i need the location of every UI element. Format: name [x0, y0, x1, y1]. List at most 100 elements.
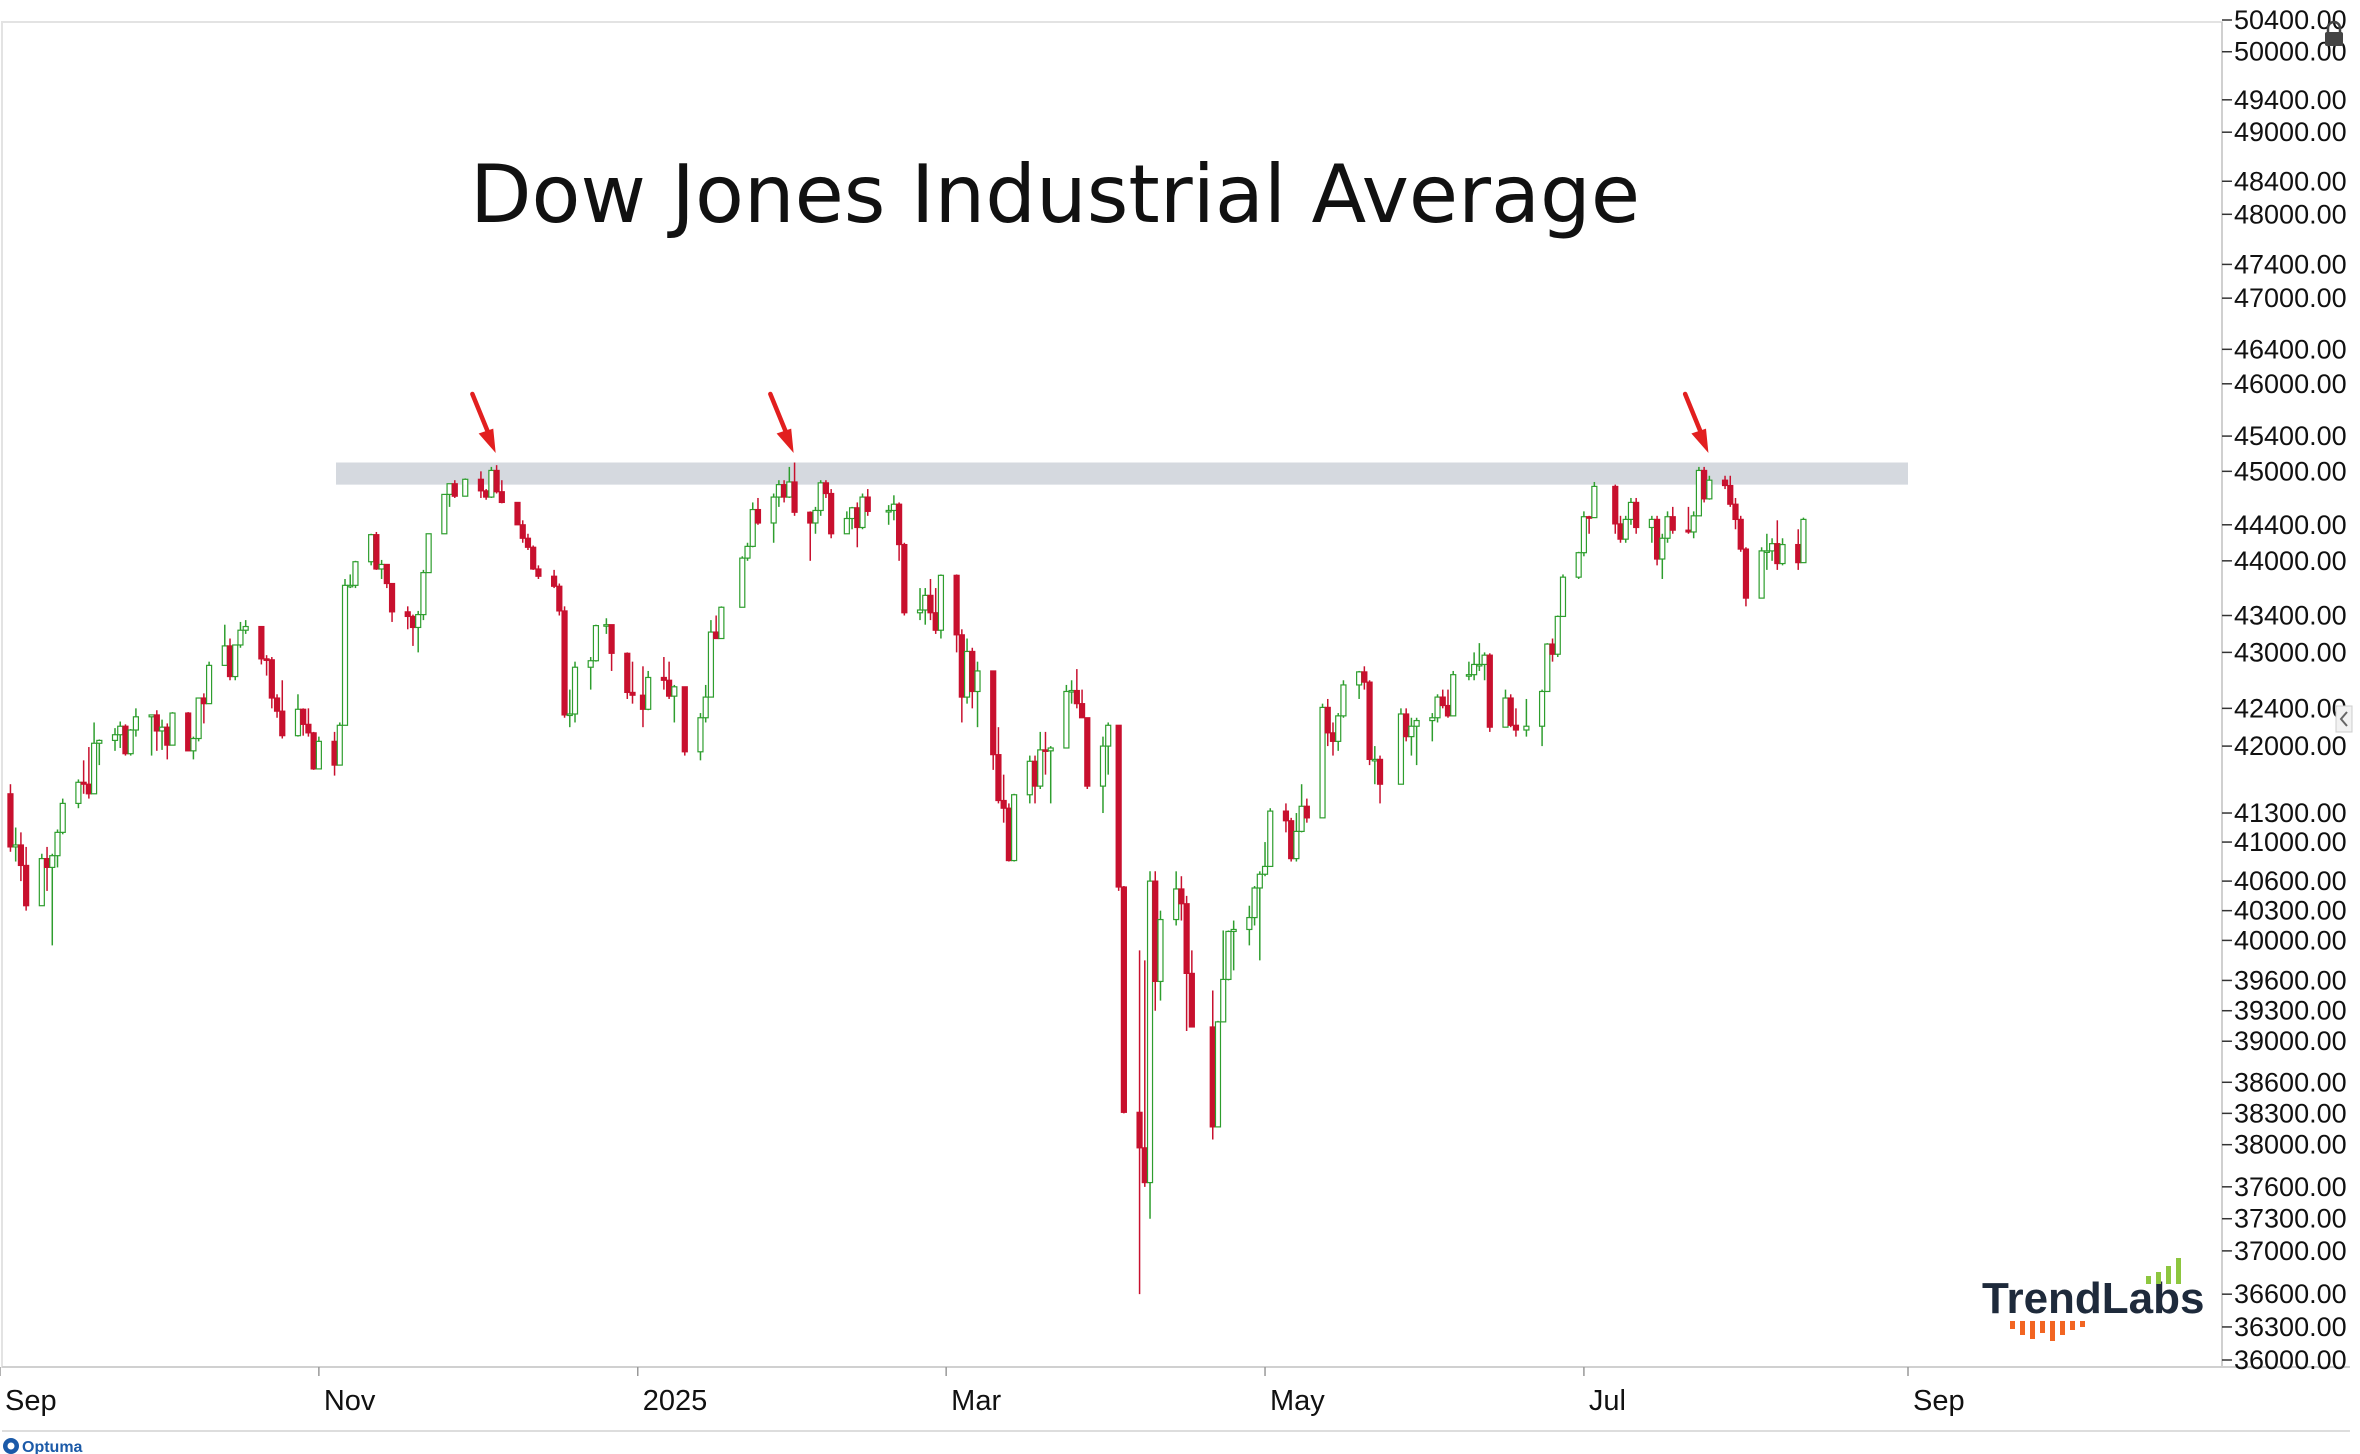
candle-2024-12-13: [535, 565, 542, 579]
candle-2025-07-22: [1690, 511, 1697, 539]
candle-2025-05-20: [1361, 666, 1368, 690]
candle-body: [974, 670, 981, 693]
candle-2024-12-30: [624, 652, 631, 699]
candle-2025-05-06: [1288, 817, 1295, 862]
candle-2025-04-29: [1251, 886, 1258, 926]
y-tick-label: 36600.00: [2234, 1279, 2347, 1309]
candle-2025-05-30: [1413, 717, 1420, 766]
candle-body: [1544, 643, 1551, 693]
candle-2025-07-11: [1633, 497, 1640, 534]
x-tick-label: 2025: [643, 1385, 708, 1417]
y-tick-label: 47000.00: [2234, 283, 2347, 313]
candle-2025-01-27: [770, 493, 777, 543]
candle-2024-12-18: [561, 606, 568, 718]
y-tick-label: 48000.00: [2234, 199, 2347, 229]
candle-2025-08-01: [1742, 547, 1750, 607]
candle-body: [1408, 725, 1415, 738]
candle-2025-04-24: [1225, 930, 1232, 981]
candle-body: [273, 697, 281, 712]
candle-2025-01-17: [718, 606, 725, 640]
candle-body: [713, 631, 720, 640]
candle-2025-04-15: [1178, 876, 1185, 921]
candle-body: [17, 844, 25, 867]
lock-icon[interactable]: [2325, 20, 2343, 46]
candle-2024-12-31: [629, 661, 636, 704]
candle-body: [775, 484, 782, 498]
candle-body: [1444, 704, 1452, 717]
candle-body: [498, 491, 505, 504]
candle-2025-04-01: [1105, 722, 1112, 775]
candle-body: [493, 469, 500, 493]
candle-2024-09-16: [75, 779, 82, 809]
candle-2024-11-18: [404, 606, 411, 630]
candle-2024-10-31: [310, 731, 317, 770]
candle-2025-04-23: [1220, 930, 1227, 1023]
candle-2025-02-13: [859, 493, 866, 530]
candle-2025-06-11: [1476, 643, 1483, 671]
candle-2025-08-05: [1763, 533, 1770, 570]
candle-2025-01-10: [681, 686, 688, 756]
candle-2025-02-05: [817, 480, 824, 516]
candle-body: [368, 534, 375, 563]
candle-body: [1178, 888, 1185, 905]
candle-body: [1559, 576, 1567, 618]
candle-2025-06-13: [1486, 653, 1493, 732]
candle-body: [132, 716, 140, 731]
candle-body: [660, 676, 667, 681]
candle-body: [279, 710, 286, 737]
candle-body: [990, 670, 997, 756]
candle-body: [1183, 903, 1190, 974]
candle-body: [96, 739, 103, 744]
candle-body: [153, 714, 160, 732]
candle-body: [1356, 671, 1363, 686]
candle-body: [963, 650, 971, 698]
optuma-logo: Optuma: [3, 1438, 83, 1454]
candle-body: [1251, 887, 1258, 919]
candle-body: [707, 631, 715, 698]
candle-2025-04-17: [1188, 950, 1195, 1028]
candle-body: [1105, 724, 1112, 747]
candle-2025-01-15: [707, 620, 715, 698]
candle-body: [1413, 719, 1420, 727]
candle-2024-09-12: [54, 829, 61, 868]
candle-2025-06-23: [1538, 689, 1546, 747]
candle-body: [1507, 697, 1514, 726]
y-tick-label: 44400.00: [2234, 510, 2347, 540]
candle-body: [1512, 724, 1520, 731]
candle-2025-01-21: [739, 556, 746, 608]
candle-body: [770, 496, 777, 524]
candle-body: [859, 496, 866, 529]
candle-body: [1256, 873, 1263, 889]
candle-2024-10-08: [190, 736, 197, 760]
candle-2025-03-31: [1099, 736, 1107, 814]
candle-2024-12-24: [592, 624, 600, 662]
y-tick-label: 42400.00: [2234, 693, 2347, 723]
candle-2025-04-25: [1230, 920, 1237, 971]
candle-body: [1685, 529, 1692, 533]
chevron-left-icon[interactable]: [2335, 705, 2353, 733]
candle-body: [1246, 916, 1253, 931]
candle-2025-06-24: [1544, 643, 1551, 693]
candle-body: [927, 594, 934, 614]
resistance-band: [336, 462, 1908, 485]
candle-body: [1648, 518, 1655, 529]
candle-body: [383, 563, 390, 585]
candle-body: [226, 645, 234, 678]
y-tick-label: 41300.00: [2234, 798, 2347, 828]
candle-body: [488, 469, 495, 498]
candle-body: [23, 864, 30, 907]
candle-body: [1591, 485, 1598, 519]
candle-body: [1465, 674, 1472, 677]
candle-2024-10-30: [305, 708, 312, 737]
candle-body: [1136, 1111, 1143, 1149]
candle-body: [1340, 684, 1347, 717]
candle-2025-06-17: [1507, 694, 1514, 728]
y-tick-label: 43000.00: [2234, 637, 2347, 667]
candle-body: [336, 724, 343, 766]
candle-2025-05-08: [1298, 784, 1305, 833]
candle-2025-07-07: [1612, 484, 1619, 534]
candle-2024-12-20: [571, 661, 579, 723]
candle-2025-05-02: [1267, 808, 1274, 868]
candle-body: [12, 844, 19, 848]
candle-body: [932, 612, 939, 631]
